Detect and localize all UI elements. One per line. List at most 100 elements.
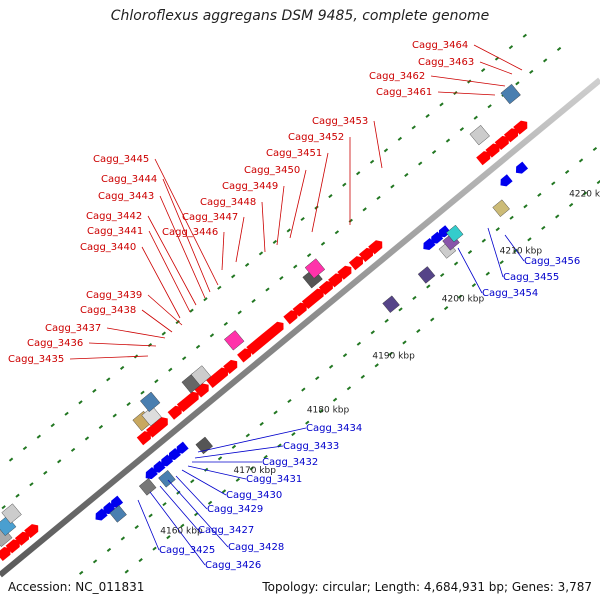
- track-dot: [50, 423, 55, 428]
- leader-line: [311, 152, 329, 233]
- track-dot: [499, 260, 504, 265]
- track-dot: [119, 365, 125, 370]
- track-dot: [231, 444, 237, 449]
- track-dot: [265, 287, 270, 292]
- track-dot: [207, 500, 213, 505]
- track-dot: [592, 146, 598, 152]
- track-dot: [306, 253, 312, 258]
- leader-line: [487, 227, 504, 278]
- track-dot: [106, 547, 112, 552]
- reverse-gene-other: [158, 470, 176, 488]
- track-dot: [374, 363, 379, 368]
- track-dot: [425, 113, 430, 118]
- forward-gene-label: Cagg_3444: [101, 174, 157, 185]
- reverse-gene: [431, 231, 444, 244]
- forward-gene-label: Cagg_3438: [80, 305, 136, 316]
- track-dot: [568, 202, 574, 208]
- forward-gene: [494, 135, 509, 150]
- forward-gene: [309, 288, 324, 303]
- leader-line: [147, 294, 183, 326]
- reverse-gene-label: Cagg_3425: [159, 545, 215, 556]
- leader-line: [430, 75, 506, 87]
- forward-gene: [184, 391, 199, 406]
- forward-gene-label: Cagg_3449: [222, 181, 278, 192]
- reverse-gene-label: Cagg_3428: [228, 542, 284, 553]
- reverse-gene: [515, 161, 529, 174]
- track-dot: [369, 159, 375, 164]
- tick-label: 4170 kbp: [234, 466, 277, 476]
- leader-line: [194, 445, 284, 459]
- forward-gene-label: Cagg_3464: [412, 40, 468, 51]
- leader-line: [457, 247, 483, 294]
- track-dot: [168, 367, 173, 372]
- track-dot: [231, 274, 236, 279]
- track-dot: [453, 261, 459, 266]
- track-dot: [529, 69, 534, 74]
- reverse-gene-label: Cagg_3427: [198, 525, 254, 536]
- reverse-gene-other: [195, 436, 213, 455]
- forward-gene: [176, 398, 191, 413]
- track-dot: [166, 535, 171, 540]
- forward-gene: [348, 256, 363, 271]
- track-dot: [398, 307, 403, 312]
- reverse-gene-label: Cagg_3431: [246, 474, 302, 485]
- track-dot: [106, 377, 111, 382]
- track-dot: [556, 46, 562, 52]
- track-dot: [176, 490, 181, 495]
- reverse-gene: [176, 441, 189, 454]
- leader-line: [162, 178, 211, 293]
- leader-line: [154, 158, 219, 286]
- track-dot: [537, 192, 542, 197]
- forward-gene-label: Cagg_3443: [98, 191, 154, 202]
- track-dot: [79, 570, 84, 575]
- track-dot: [223, 321, 228, 326]
- track-dot: [541, 225, 546, 230]
- track-dot: [217, 285, 222, 290]
- track-dot: [140, 390, 145, 395]
- forward-gene: [503, 128, 519, 143]
- reverse-gene: [145, 467, 158, 480]
- track-dot: [189, 308, 194, 313]
- track-dot: [318, 409, 324, 414]
- track-dot: [332, 397, 338, 402]
- track-dot: [70, 447, 76, 452]
- leader-line: [276, 185, 285, 246]
- leader-line: [437, 91, 496, 96]
- track-dot: [523, 204, 528, 209]
- track-dot: [495, 227, 500, 232]
- track-dot: [112, 413, 117, 418]
- track-dot: [22, 446, 28, 451]
- forward-gene-label: Cagg_3445: [93, 154, 149, 165]
- leader-line: [149, 491, 206, 566]
- leader-line: [479, 61, 513, 75]
- forward-gene: [223, 359, 238, 374]
- track-dot: [431, 150, 437, 155]
- leader-line: [141, 309, 173, 333]
- tick-label: 4160 kbp: [160, 527, 203, 537]
- track-dot: [356, 171, 361, 176]
- track-dot: [287, 398, 292, 404]
- track-dot: [203, 297, 208, 302]
- track-dot: [551, 181, 556, 186]
- forward-gene: [301, 294, 316, 310]
- reverse-gene: [110, 495, 124, 508]
- reverse-gene-label: Cagg_3430: [226, 490, 282, 501]
- track-dot: [334, 230, 340, 235]
- leader-line: [159, 195, 206, 299]
- track-dot: [416, 328, 421, 334]
- track-dot: [120, 536, 126, 541]
- track-dot: [487, 104, 492, 109]
- track-dot: [15, 493, 20, 498]
- track-dot: [440, 272, 445, 278]
- reverse-gene-other: [492, 199, 510, 217]
- track-dot: [508, 45, 514, 50]
- track-dot: [439, 102, 444, 107]
- track-dot: [509, 215, 514, 220]
- leader-line: [175, 475, 208, 510]
- forward-gene-label: Cagg_3442: [86, 211, 142, 222]
- track-dot: [473, 115, 478, 120]
- forward-gene-label: Cagg_3440: [80, 242, 136, 253]
- track-dot: [152, 546, 157, 551]
- track-dot: [8, 457, 14, 462]
- track-dot: [291, 432, 296, 437]
